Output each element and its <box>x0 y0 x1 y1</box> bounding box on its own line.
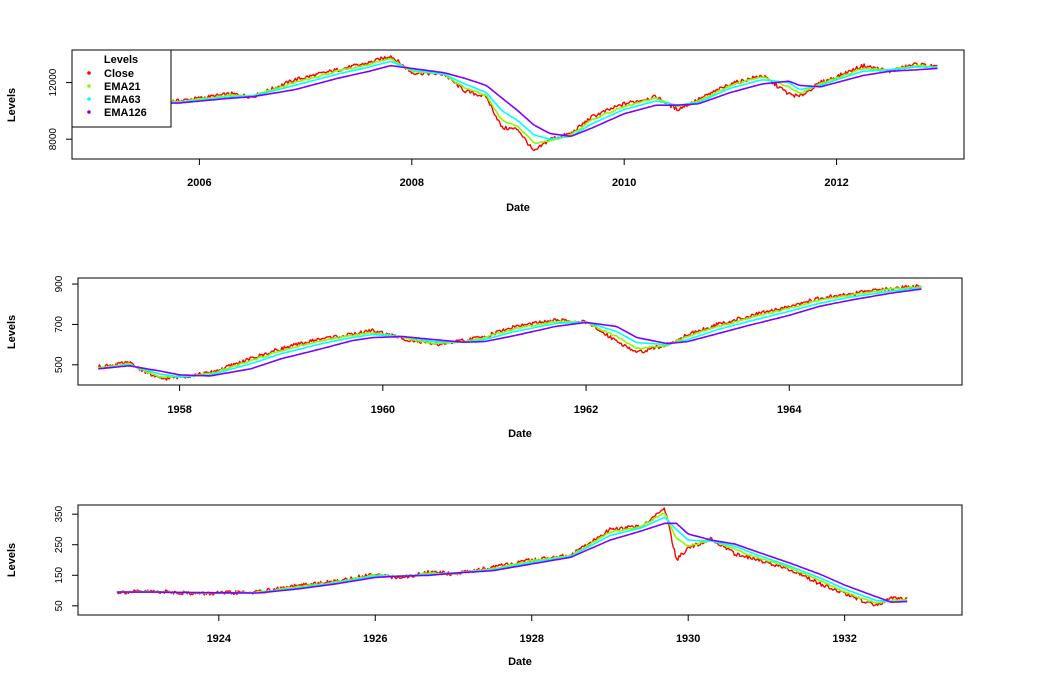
chart-panel-3: 1924 1926 1928 1930 1932 50 150 250 350 Date Level… <box>6 504 963 668</box>
series-line-ema21 <box>116 512 908 604</box>
y-tick-label: 50 <box>54 600 65 612</box>
legend-label-ema63: EMA63 <box>104 94 141 106</box>
x-axis-label: Date <box>506 202 530 214</box>
series-group <box>97 284 922 381</box>
y-tick-label: 350 <box>54 505 65 522</box>
legend-marker-close <box>87 71 91 75</box>
series-line-ema63 <box>117 516 908 603</box>
x-tick-label: 1926 <box>363 633 387 645</box>
y-axis-label: Levels <box>6 315 18 349</box>
series-line-ema21 <box>98 285 922 379</box>
chart-panel-2: 1958 1960 1962 1964 500 700 900 Date Levels <box>6 275 963 440</box>
legend-marker-ema21 <box>87 84 91 88</box>
plot-frame <box>77 504 963 616</box>
legend-label-close: Close <box>104 68 134 80</box>
series-group <box>116 507 908 607</box>
legend-label-ema21: EMA21 <box>104 81 141 93</box>
series-line-ema63 <box>82 60 938 140</box>
plot-frame <box>77 277 963 386</box>
x-tick-label: 1962 <box>574 404 598 416</box>
x-tick-label: 1958 <box>167 404 191 416</box>
series-group <box>81 55 938 152</box>
x-axis-label: Date <box>508 428 532 440</box>
y-tick-label: 150 <box>54 566 65 583</box>
y-tick-label: 500 <box>54 356 65 373</box>
y-tick-label: 8000 <box>48 128 59 151</box>
series-line-ema63 <box>98 287 922 378</box>
legend-box <box>71 49 172 128</box>
x-tick-label: 2010 <box>612 177 636 189</box>
y-axis-label: Levels <box>6 88 18 122</box>
y-tick-label: 900 <box>54 275 65 292</box>
x-tick-label: 1930 <box>676 633 700 645</box>
legend-title: Levels <box>104 54 138 66</box>
x-tick-label: 2012 <box>824 177 848 189</box>
series-line-ema126 <box>98 288 922 377</box>
x-tick-label: 1924 <box>207 633 232 645</box>
x-tick-label: 1932 <box>832 633 856 645</box>
legend-marker-ema63 <box>87 97 91 101</box>
x-tick-label: 2006 <box>187 177 211 189</box>
x-axis-label: Date <box>508 656 532 668</box>
y-tick-label: 700 <box>54 316 65 333</box>
series-line-ema126 <box>82 64 938 137</box>
x-tick-label: 1964 <box>777 404 802 416</box>
series-line-close <box>97 284 922 381</box>
chart-panel-1: 2006 2008 2010 2012800012000DateLevelsLevel… <box>6 49 965 214</box>
series-line-ema126 <box>117 522 908 603</box>
plot-frame <box>71 49 965 160</box>
y-tick-label: 250 <box>54 536 65 553</box>
legend-label-ema126: EMA126 <box>104 107 147 119</box>
series-line-close <box>116 507 908 607</box>
y-tick-label: 12000 <box>48 68 59 96</box>
legend-marker-ema126 <box>87 110 91 114</box>
y-axis-label: Levels <box>6 543 18 577</box>
series-line-ema21 <box>82 58 938 145</box>
series-line-close <box>81 55 938 152</box>
x-tick-label: 1928 <box>519 633 543 645</box>
x-tick-label: 1960 <box>371 404 395 416</box>
x-tick-label: 2008 <box>400 177 424 189</box>
